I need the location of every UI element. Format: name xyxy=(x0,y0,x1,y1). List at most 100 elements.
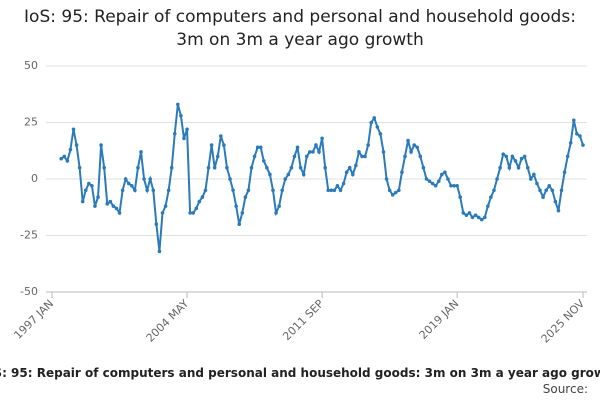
data-point xyxy=(90,183,94,188)
data-point xyxy=(111,204,116,208)
data-point xyxy=(114,206,119,211)
data-point xyxy=(271,188,275,193)
data-point xyxy=(510,154,515,159)
data-point xyxy=(578,134,582,138)
data-point xyxy=(191,211,195,215)
data-point xyxy=(476,215,481,220)
data-point xyxy=(68,147,73,152)
data-point xyxy=(228,177,232,181)
data-point xyxy=(185,127,189,132)
data-point xyxy=(268,172,272,177)
data-point xyxy=(418,154,423,159)
data-point xyxy=(492,188,496,193)
chart-title: IoS: 95: Repair of computers and persona… xyxy=(24,7,576,50)
data-point xyxy=(212,165,217,170)
data-point xyxy=(455,183,459,188)
data-point xyxy=(384,177,389,181)
data-point xyxy=(433,183,438,188)
data-point xyxy=(344,170,349,175)
data-point xyxy=(525,165,530,170)
data-point xyxy=(415,145,420,150)
data-point xyxy=(188,211,192,215)
data-point xyxy=(550,188,555,193)
data-point xyxy=(375,125,380,129)
data-point xyxy=(80,199,85,204)
data-point xyxy=(277,204,281,208)
data-point xyxy=(139,150,143,154)
data-point xyxy=(289,165,294,170)
data-point xyxy=(366,143,370,147)
data-point xyxy=(360,154,364,159)
footer: IoS: 95: Repair of computers and persona… xyxy=(0,366,600,380)
data-point xyxy=(513,159,518,163)
data-point xyxy=(65,159,70,163)
data-point xyxy=(59,156,64,161)
data-point xyxy=(222,143,226,147)
data-point xyxy=(347,165,352,170)
data-point xyxy=(317,150,321,154)
data-point xyxy=(409,150,413,154)
data-point xyxy=(274,211,278,215)
data-point xyxy=(255,145,260,150)
data-point xyxy=(286,172,291,177)
data-point xyxy=(393,190,398,195)
chart: -50 -25 0 25 50 1997 JAN 2004 MAY 2011 SEP 2019 … xyxy=(11,59,587,346)
data-point xyxy=(209,143,214,147)
data-point xyxy=(329,188,334,193)
data-point xyxy=(246,188,251,193)
data-point xyxy=(133,188,137,193)
data-point xyxy=(169,165,174,170)
data-point xyxy=(74,143,79,147)
data-point xyxy=(200,195,205,199)
data-point xyxy=(350,172,355,177)
data-point xyxy=(504,154,509,159)
data-point xyxy=(372,116,377,120)
data-point xyxy=(126,181,131,186)
data-point xyxy=(117,211,122,215)
data-point xyxy=(258,145,263,150)
data-point xyxy=(338,188,343,193)
data-point xyxy=(172,132,177,136)
data-point xyxy=(562,170,567,175)
data-point xyxy=(538,188,542,193)
data-point xyxy=(547,183,552,188)
data-point xyxy=(295,145,300,150)
y-tick-label: 25 xyxy=(24,116,38,129)
data-point xyxy=(403,154,407,159)
data-point xyxy=(449,183,453,188)
data-point xyxy=(341,181,346,186)
data-point xyxy=(243,195,248,199)
data-point xyxy=(412,143,416,147)
data-point xyxy=(163,204,168,208)
data-point xyxy=(197,199,202,204)
data-point xyxy=(179,113,183,118)
data-point xyxy=(541,195,545,199)
data-point xyxy=(308,150,312,154)
data-point xyxy=(314,143,318,147)
data-point xyxy=(568,141,573,145)
data-point xyxy=(252,154,257,159)
data-point xyxy=(261,159,266,163)
data-point xyxy=(461,211,466,215)
data-point xyxy=(575,132,579,136)
data-point xyxy=(516,165,521,170)
data-point xyxy=(237,222,242,226)
data-point xyxy=(151,188,156,193)
data-point xyxy=(231,188,235,193)
data-point xyxy=(194,206,199,211)
data-point xyxy=(326,188,331,193)
data-point xyxy=(203,188,208,193)
data-point xyxy=(157,249,162,254)
y-tick-label: -50 xyxy=(20,285,38,298)
data-point xyxy=(553,199,558,204)
data-point xyxy=(559,188,564,193)
data-point xyxy=(363,154,367,159)
data-point xyxy=(427,179,432,184)
data-point xyxy=(105,202,110,206)
data-point xyxy=(323,165,327,170)
data-point xyxy=(320,136,324,141)
data-point xyxy=(93,204,97,208)
data-point xyxy=(130,183,134,188)
data-point xyxy=(83,188,88,193)
